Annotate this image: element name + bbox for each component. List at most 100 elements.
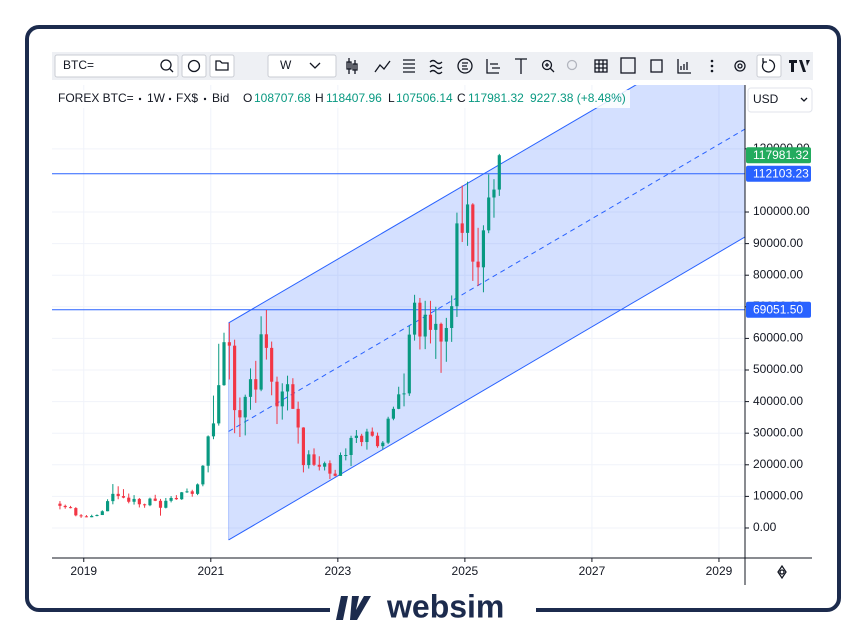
zoom-in-icon (545, 63, 555, 73)
x-tick-label: 2019 (70, 564, 97, 578)
candle-body (158, 500, 163, 508)
candle-body (481, 230, 486, 268)
candle-body (211, 423, 216, 437)
header-symbol: FOREX BTC= (58, 91, 134, 105)
y-tick-label: 80000.00 (753, 267, 803, 281)
currency[interactable]: USD (753, 92, 779, 106)
folder-button[interactable] (209, 54, 235, 78)
symbol-search[interactable] (54, 54, 179, 78)
candle-body (233, 345, 237, 411)
currency-icon (462, 62, 468, 70)
plot (52, 85, 745, 541)
brand: websim (330, 588, 536, 626)
reset-icon (761, 58, 776, 73)
header-label: C (457, 91, 466, 105)
grid (52, 85, 745, 558)
y-tick-label: 40000.00 (753, 394, 803, 408)
candle-body (275, 381, 279, 407)
candle-body (143, 504, 147, 506)
grid-icon (595, 60, 607, 72)
header-change: 9227.38 (+8.48%) (530, 91, 626, 105)
candle-body (307, 454, 311, 466)
header-open: 108707.68 (254, 91, 311, 105)
candle-body (349, 437, 353, 455)
candle-body (264, 334, 268, 348)
candle-body (375, 435, 380, 447)
compare-button[interactable] (181, 54, 207, 78)
last-price-tag (746, 147, 811, 164)
candle-body (111, 493, 115, 502)
candle-body (455, 223, 459, 307)
legend-header: FOREX BTC= 1W FX$ Bid O 108707.68 H 1184… (55, 90, 630, 108)
candle-body (439, 323, 443, 342)
separator (168, 97, 172, 101)
indicators-icon[interactable] (374, 60, 391, 73)
candle-body (248, 379, 253, 397)
price-tag (746, 301, 811, 318)
zoom-out-icon[interactable] (566, 59, 578, 71)
layout-icon[interactable] (620, 57, 636, 74)
header-close: 117981.32 (468, 91, 524, 105)
currency-icon[interactable] (457, 58, 473, 74)
candle-body (328, 463, 332, 474)
wave-icon[interactable] (429, 59, 443, 75)
tool-icons[interactable] (346, 54, 810, 78)
price-tag-label: 112103.23 (753, 166, 809, 180)
x-tick-label: 2023 (324, 564, 351, 578)
settings-icon (737, 63, 743, 69)
chevron (800, 97, 808, 102)
candle-body (450, 306, 454, 328)
candle-body (381, 442, 385, 447)
channel-lower (228, 236, 745, 541)
candle-body (365, 431, 369, 443)
lines-icon[interactable] (486, 59, 500, 74)
candles-icon[interactable] (346, 58, 358, 74)
settings-icon[interactable] (734, 60, 746, 72)
candle-body (370, 431, 374, 436)
candle-body (79, 515, 83, 517)
candle-body (391, 408, 396, 419)
y-tick-label: 10000.00 (753, 489, 803, 503)
candle-body (487, 197, 491, 231)
zoom-in-icon[interactable] (541, 59, 553, 71)
candle-body (169, 497, 173, 501)
header-side: Bid (212, 91, 229, 105)
candle-body (58, 503, 62, 506)
reset-button[interactable] (756, 54, 782, 78)
symbol-input[interactable]: BTC= (63, 58, 94, 72)
header-high: 118407.96 (326, 91, 382, 105)
candle-body (132, 498, 136, 502)
snapshot-icon[interactable] (650, 59, 663, 73)
candle-body (217, 385, 221, 424)
channel-area (228, 85, 745, 540)
text-icon[interactable] (515, 58, 527, 74)
candle-body (444, 327, 448, 342)
candle-body (280, 391, 284, 407)
grid-icon[interactable] (594, 59, 608, 73)
axes: 0.00 10000.00 20000.00 30000.00 40000.00 5000… (70, 141, 811, 578)
currency-select[interactable] (747, 87, 813, 113)
candle-body (285, 384, 290, 392)
brand-logo (336, 596, 371, 620)
candle-body (90, 515, 94, 518)
axis-settings[interactable] (777, 564, 787, 580)
candle-body (412, 302, 417, 335)
x-tick-label: 2027 (579, 564, 606, 578)
more-icon[interactable] (710, 59, 714, 63)
interval-value[interactable]: W (280, 58, 292, 72)
candle-body (153, 498, 157, 501)
candle-body (116, 493, 120, 497)
interval-select[interactable] (267, 54, 337, 78)
candle-body (460, 223, 464, 233)
stats-icon[interactable] (677, 59, 691, 74)
brand-mark[interactable] (789, 60, 810, 72)
candle-body (180, 492, 184, 500)
list-icon[interactable] (403, 59, 415, 73)
x-tick-label: 2025 (452, 564, 479, 578)
separator (203, 97, 207, 101)
candle-body (360, 435, 364, 443)
header-interval: 1W (147, 91, 166, 105)
candle-body (222, 342, 226, 386)
search-icon[interactable] (160, 59, 172, 71)
